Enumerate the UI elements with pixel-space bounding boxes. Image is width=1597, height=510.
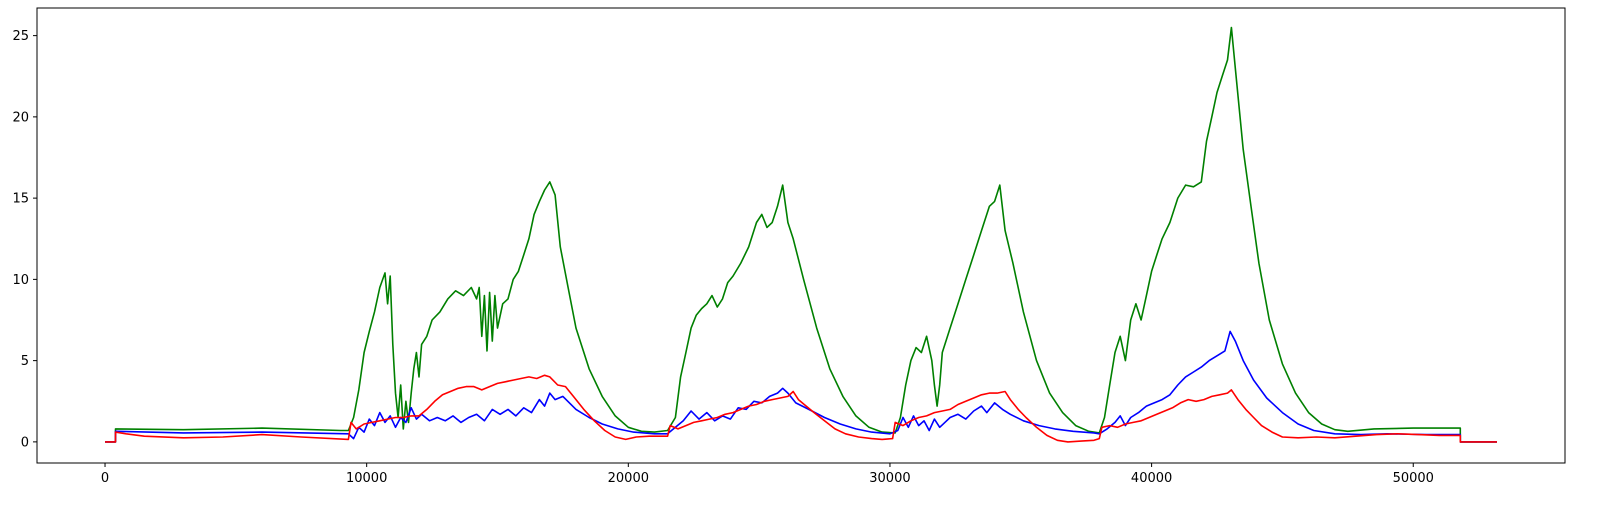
x-tick-label: 20000 [608,471,649,486]
series-line-1 [105,26,1497,443]
x-tick-label: 40000 [1131,471,1172,486]
series-line-3 [105,374,1497,443]
x-tick-label: 0 [101,471,109,486]
x-tick-label: 30000 [869,471,910,486]
y-tick-label: 25 [12,29,29,44]
series-line-2 [105,330,1497,443]
y-axis: 0 5 10 15 20 25 [12,29,37,450]
x-tick-label: 50000 [1393,471,1434,486]
x-tick-label: 10000 [346,471,387,486]
series-layer [105,26,1497,443]
y-tick-label: 10 [12,273,29,288]
y-tick-label: 0 [21,435,29,450]
plot-frame [36,7,1566,464]
y-tick-label: 15 [12,192,29,207]
y-tick-label: 5 [21,354,29,369]
y-tick-label: 20 [12,110,29,125]
x-axis: 0 10000 20000 30000 40000 50000 [101,463,1434,486]
